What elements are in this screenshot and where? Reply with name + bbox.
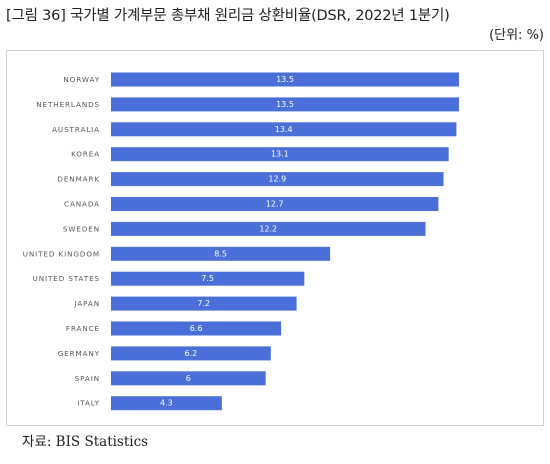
chart-panel: NORWAY 13.5 NETHERLANDS 13.5 AUSTRALIA 13.4 KO… [6,50,544,426]
data-label: 7.5 [201,274,214,283]
data-label: 13.5 [276,75,294,84]
data-label: 12.9 [268,175,286,184]
data-label: 6 [186,374,191,383]
bar [111,72,459,87]
category-label: UNITED STATES [33,274,100,283]
bar [111,296,297,311]
category-label: NETHERLANDS [36,100,100,109]
category-label: DENMARK [57,175,100,184]
bar [111,97,459,112]
bar [111,396,222,411]
bar [111,172,444,187]
data-label: 13.4 [275,125,293,134]
category-label: CANADA [64,200,100,209]
category-label: FRANCE [66,324,100,333]
category-label: GERMANY [58,349,100,358]
bar [111,197,439,211]
data-label: 12.7 [266,200,284,209]
page-title: [그림 36] 국가별 가계부문 총부채 원리금 상환비율(DSR, 2022년… [6,8,450,24]
data-label: 7.2 [197,299,210,308]
bar [111,246,331,261]
category-label: KOREA [71,150,100,159]
bar [111,321,282,336]
category-label: NORWAY [63,75,100,84]
category-label: JAPAN [73,299,100,308]
bar [111,271,305,286]
category-label: SPAIN [75,374,100,383]
category-label: ITALY [77,399,100,408]
bar [111,221,426,236]
bar [111,346,271,361]
data-label: 8.5 [214,249,227,258]
data-label: 6.2 [185,349,198,358]
category-label: UNITED KINGDOM [23,249,100,258]
category-label: SWEDEN [63,224,100,233]
data-label: 12.2 [259,224,277,233]
dsr-bar-chart: NORWAY 13.5 NETHERLANDS 13.5 AUSTRALIA 13.4 KO… [23,72,459,411]
category-label: AUSTRALIA [52,125,100,134]
data-label: 13.1 [271,150,289,159]
source-note: 자료: BIS Statistics [22,434,149,450]
data-label: 6.6 [190,324,203,333]
bar [111,122,457,137]
bar [111,371,266,386]
bar [111,147,449,162]
data-label: 4.3 [160,399,173,408]
data-label: 13.5 [276,100,294,109]
unit-label: (단위: %) [489,28,544,43]
